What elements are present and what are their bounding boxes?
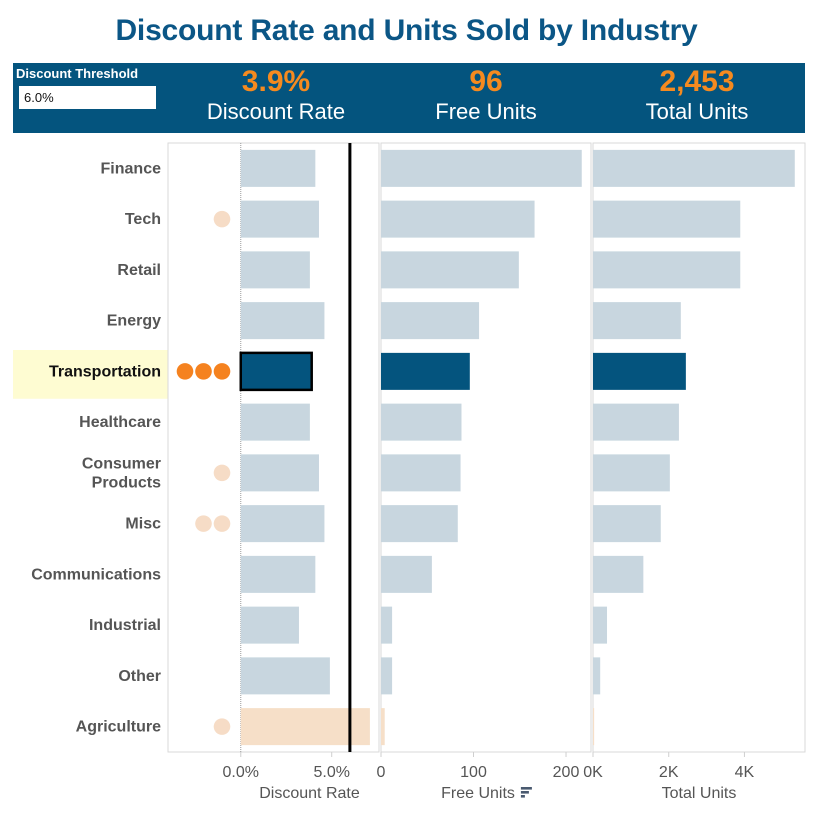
category-label[interactable]: Misc — [125, 516, 161, 533]
category-label[interactable]: Tech — [125, 211, 161, 228]
indicator-dot — [195, 363, 212, 380]
bar-discount-rate[interactable] — [240, 251, 310, 289]
bar-discount-rate[interactable] — [240, 708, 370, 746]
kpi-total-units: 2,453 Total Units — [597, 63, 797, 125]
category-label[interactable]: Healthcare — [79, 414, 161, 431]
category-label[interactable]: Products — [92, 474, 161, 491]
bar-free-units[interactable] — [381, 505, 458, 543]
bar-free-units[interactable] — [381, 251, 519, 289]
indicator-dot — [213, 363, 231, 380]
bar-total-units[interactable] — [593, 352, 686, 390]
axis-title: Free Units — [441, 785, 515, 802]
bar-total-units[interactable] — [593, 251, 741, 289]
category-label[interactable]: Other — [118, 668, 161, 685]
bar-total-units[interactable] — [593, 606, 608, 644]
bar-free-units[interactable] — [381, 454, 461, 492]
threshold-label: Discount Threshold — [16, 66, 139, 81]
axis-title: Total Units — [662, 785, 737, 802]
tick-label: 200 — [553, 764, 580, 781]
panel-frame-0 — [167, 142, 380, 753]
tick-label: 4K — [735, 764, 755, 781]
indicator-dot — [213, 718, 231, 735]
panel-frame-1 — [380, 142, 592, 753]
bar-total-units[interactable] — [593, 555, 644, 593]
kpi-label: Free Units — [435, 99, 537, 124]
bar-total-units[interactable] — [593, 657, 601, 695]
bar-discount-rate[interactable] — [240, 657, 330, 695]
selected-row-highlight — [13, 350, 168, 399]
tick-label: 0 — [377, 764, 386, 781]
kpi-free-units: 96 Free Units — [386, 63, 586, 125]
tick-label: 0.0% — [223, 764, 259, 781]
tick-label: 5.0% — [313, 764, 349, 781]
category-label[interactable]: Energy — [107, 313, 161, 330]
indicator-dot — [176, 363, 194, 380]
bar-free-units[interactable] — [381, 200, 535, 238]
bar-free-units[interactable] — [381, 302, 480, 340]
indicator-dot — [213, 210, 231, 228]
kpi-label: Discount Rate — [206, 99, 346, 124]
bar-free-units[interactable] — [381, 606, 393, 644]
bar-total-units[interactable] — [593, 505, 661, 543]
tick-label: 100 — [460, 764, 487, 781]
panel-frame-2 — [592, 142, 806, 753]
bar-discount-rate[interactable] — [240, 454, 319, 492]
bar-total-units[interactable] — [593, 454, 670, 492]
bar-total-units[interactable] — [593, 149, 795, 187]
bar-free-units[interactable] — [381, 708, 385, 746]
bar-discount-rate[interactable] — [239, 351, 313, 392]
category-label[interactable]: Agriculture — [76, 719, 161, 736]
kpi-value: 2,453 — [659, 65, 735, 98]
bar-discount-rate[interactable] — [240, 302, 325, 340]
bar-free-units[interactable] — [381, 657, 393, 695]
bar-total-units[interactable] — [593, 302, 681, 340]
dashboard-title: Discount Rate and Units Sold by Industry — [115, 14, 698, 47]
bar-total-units[interactable] — [593, 708, 595, 746]
kpi-band: Discount Threshold 3.9% Discount Rate 96… — [13, 63, 805, 133]
threshold-input[interactable] — [19, 86, 156, 109]
category-label[interactable]: Retail — [117, 262, 161, 279]
category-label[interactable]: Consumer — [82, 455, 161, 472]
tick-label: 0K — [583, 764, 603, 781]
bar-discount-rate[interactable] — [240, 606, 299, 644]
kpi-value: 3.9% — [241, 65, 311, 98]
category-label[interactable]: Transportation — [49, 363, 161, 380]
category-label[interactable]: Industrial — [89, 617, 161, 634]
kpi-value: 96 — [469, 65, 503, 98]
bar-discount-rate[interactable] — [240, 403, 310, 441]
category-label[interactable]: Communications — [31, 566, 161, 583]
bar-discount-rate[interactable] — [240, 505, 325, 543]
sort-descending-icon[interactable] — [520, 787, 532, 798]
kpi-label: Total Units — [645, 99, 749, 124]
bar-discount-rate[interactable] — [240, 149, 316, 187]
bar-total-units[interactable] — [593, 403, 679, 441]
bar-discount-rate[interactable] — [240, 200, 319, 238]
axis-title: Discount Rate — [259, 785, 360, 802]
bar-discount-rate[interactable] — [240, 555, 316, 593]
bar-free-units[interactable] — [381, 352, 470, 390]
indicator-dot — [213, 515, 231, 532]
indicator-dot — [195, 515, 212, 532]
bar-free-units[interactable] — [381, 403, 462, 441]
bar-free-units[interactable] — [381, 555, 432, 593]
kpi-discount-rate: 3.9% Discount Rate — [176, 63, 376, 125]
bar-total-units[interactable] — [593, 200, 741, 238]
category-label[interactable]: Finance — [101, 160, 162, 177]
bar-free-units[interactable] — [381, 149, 582, 187]
tick-label: 2K — [659, 764, 679, 781]
indicator-dot — [213, 464, 231, 482]
